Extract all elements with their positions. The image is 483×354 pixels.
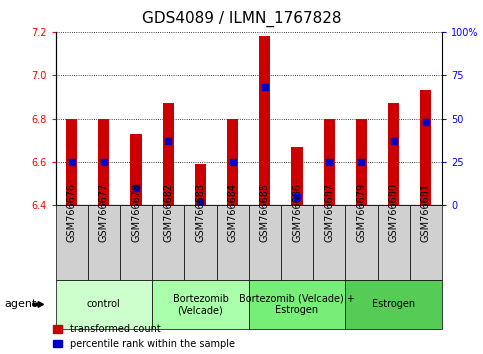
Bar: [259, 36, 270, 205]
Point: [229, 159, 237, 165]
Point: [261, 85, 269, 90]
Bar: [130, 134, 142, 205]
Text: control: control: [87, 299, 121, 309]
Bar: [195, 164, 206, 205]
Text: GSM766677: GSM766677: [99, 183, 109, 242]
Text: Bortezomib
(Velcade): Bortezomib (Velcade): [172, 293, 228, 315]
Text: GSM766682: GSM766682: [163, 183, 173, 242]
Bar: [420, 90, 431, 205]
Point: [357, 159, 365, 165]
Text: GSM766679: GSM766679: [356, 183, 367, 242]
Point: [164, 138, 172, 144]
Point: [197, 199, 204, 205]
Bar: [163, 103, 174, 205]
Point: [132, 185, 140, 191]
Text: agent: agent: [5, 299, 37, 309]
Bar: [388, 103, 399, 205]
Text: GSM766684: GSM766684: [227, 183, 238, 242]
Text: GSM766685: GSM766685: [260, 183, 270, 242]
Text: GSM766676: GSM766676: [67, 183, 77, 242]
Bar: [98, 119, 110, 205]
Point: [390, 138, 398, 144]
Bar: [66, 119, 77, 205]
Legend: transformed count, percentile rank within the sample: transformed count, percentile rank withi…: [53, 324, 235, 349]
Bar: [324, 119, 335, 205]
Text: GSM766686: GSM766686: [292, 183, 302, 242]
Text: GDS4089 / ILMN_1767828: GDS4089 / ILMN_1767828: [142, 11, 341, 27]
Point: [68, 159, 75, 165]
Point: [422, 119, 430, 125]
Bar: [227, 119, 238, 205]
Point: [100, 159, 108, 165]
Bar: [291, 147, 303, 205]
Text: Estrogen: Estrogen: [372, 299, 415, 309]
Text: GSM766681: GSM766681: [421, 183, 431, 242]
Text: GSM766678: GSM766678: [131, 183, 141, 242]
Text: Bortezomib (Velcade) +
Estrogen: Bortezomib (Velcade) + Estrogen: [239, 293, 355, 315]
Point: [293, 194, 301, 200]
Text: GSM766680: GSM766680: [389, 183, 398, 242]
Text: GSM766683: GSM766683: [196, 183, 205, 242]
Point: [326, 159, 333, 165]
Text: GSM766687: GSM766687: [324, 183, 334, 242]
Bar: [356, 119, 367, 205]
